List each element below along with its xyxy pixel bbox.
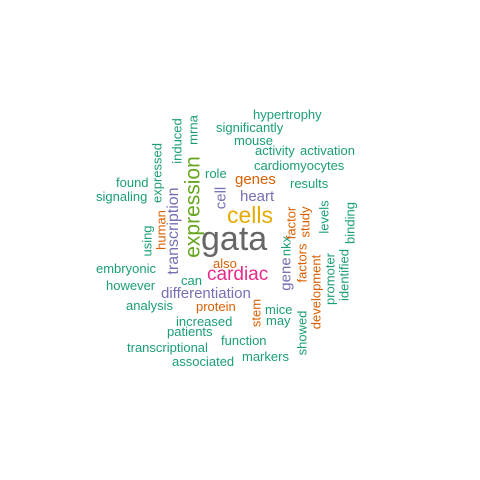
word-differentiation: differentiation [161, 285, 251, 302]
word-human: human [153, 210, 169, 250]
word-increased: increased [176, 314, 233, 329]
word-associated: associated [172, 354, 235, 369]
word-promoter: promoter [322, 252, 338, 306]
word-identified: identified [336, 248, 352, 302]
word-factor: factor [283, 206, 299, 240]
word-can: can [181, 273, 202, 288]
word-gata: gata [201, 220, 268, 258]
word-expressed: expressed [149, 143, 165, 203]
word-heart: heart [240, 188, 275, 205]
word-may: may [266, 313, 291, 328]
word-transcriptional: transcriptional [127, 340, 208, 355]
word-levels: levels [316, 200, 332, 234]
word-also: also [213, 256, 237, 271]
word-using: using [139, 225, 155, 257]
word-however: however [106, 278, 156, 293]
word-protein: protein [196, 299, 236, 314]
word-cells: cells [227, 202, 274, 228]
word-factors: factors [294, 243, 310, 283]
word-mouse: mouse [234, 133, 274, 148]
word-mrna: mrna [185, 115, 201, 145]
word-embryonic: embryonic [96, 261, 156, 276]
word-expression: expression [181, 156, 205, 258]
word-binding: binding [342, 202, 358, 244]
word-cardiac: cardiac [207, 264, 269, 285]
word-activity: activity [255, 143, 295, 158]
word-patients: patients [167, 324, 213, 339]
word-development: development [308, 254, 324, 330]
word-analysis: analysis [126, 298, 173, 313]
word-genes: genes [235, 171, 276, 188]
word-signaling: signaling [96, 189, 148, 204]
word-mice: mice [265, 302, 293, 317]
word-cardiomyocytes: cardiomyocytes [254, 158, 345, 173]
word-role: role [205, 166, 227, 181]
word-markers: markers [242, 349, 289, 364]
word-found: found [116, 175, 149, 190]
word-induced: induced [169, 118, 185, 164]
word-cell: cell [212, 186, 230, 210]
word-significantly: significantly [216, 120, 284, 135]
word-hypertrophy: hypertrophy [253, 107, 322, 122]
word-results: results [290, 176, 329, 191]
word-activation: activation [300, 143, 355, 158]
word-stem: stem [248, 298, 264, 328]
word-study: study [297, 206, 313, 238]
word-function: function [221, 333, 267, 348]
word-showed: showed [294, 310, 310, 356]
word-gene: gene [277, 257, 295, 291]
